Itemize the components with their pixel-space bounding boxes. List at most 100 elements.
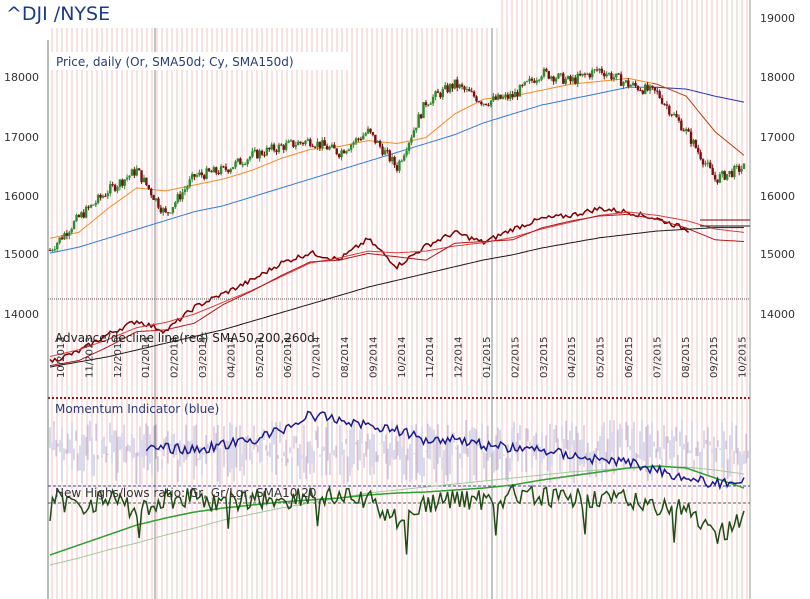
candle-body <box>388 150 391 162</box>
x-tick-label: 10/2014 <box>397 336 408 378</box>
candle-body <box>362 135 365 140</box>
left-tick-label: 18000 <box>4 71 39 84</box>
candle-body <box>405 150 408 156</box>
candle-body <box>660 98 664 104</box>
candle-body <box>183 189 187 193</box>
candle-body <box>323 140 326 146</box>
x-tick-label: 10/2015 <box>738 336 749 378</box>
candle-body <box>460 84 464 87</box>
candle-body <box>398 160 401 171</box>
candle-body <box>634 82 637 87</box>
candle-body <box>200 172 204 176</box>
candle-body <box>248 156 252 160</box>
candle-body <box>475 96 478 102</box>
x-tick-label: 10/2013 <box>56 336 67 378</box>
candle-body <box>494 96 497 100</box>
candle-body <box>725 174 729 180</box>
candle-body <box>458 84 461 88</box>
candle-body <box>593 69 596 71</box>
candle-body <box>470 91 473 93</box>
candle-body <box>166 212 170 214</box>
candle-body <box>523 81 526 86</box>
candle-body <box>629 85 632 87</box>
candle-body <box>395 165 399 171</box>
candle-body <box>70 228 73 233</box>
candle-body <box>595 69 599 71</box>
candle-body <box>554 78 558 82</box>
candle-body <box>639 90 642 92</box>
candle-body <box>663 103 666 105</box>
x-tick-label: 02/2014 <box>170 336 181 378</box>
x-tick-label: 11/2014 <box>425 336 436 378</box>
candle-body <box>429 103 432 105</box>
candle-body <box>468 89 471 92</box>
candle-body <box>656 90 659 92</box>
candle-body <box>675 113 678 118</box>
title-box <box>0 0 498 28</box>
candle-body <box>297 141 300 146</box>
candle-body <box>345 151 348 154</box>
candle-body <box>434 91 437 97</box>
candle-body <box>451 84 454 89</box>
advance-decline-line <box>49 206 690 364</box>
x-tick-label: 07/2015 <box>652 336 663 378</box>
candle-body <box>562 73 565 84</box>
candle-body <box>53 249 57 251</box>
candle-body <box>142 177 146 183</box>
candle-body <box>125 177 129 180</box>
candle-body <box>718 174 722 183</box>
candle-body <box>622 82 625 86</box>
x-tick-label: 05/2014 <box>255 336 266 378</box>
candle-body <box>337 154 341 158</box>
candle-body <box>282 145 285 150</box>
highslows-sma10-line <box>49 465 745 556</box>
candle-body <box>340 150 343 158</box>
right-axis-ticks: 19000 18000 17000 16000 15000 14000 <box>760 12 795 321</box>
candle-body <box>711 167 714 175</box>
candle-body <box>229 169 232 173</box>
candle-body <box>89 204 93 208</box>
candle-body <box>251 151 254 157</box>
candle-body <box>537 79 541 81</box>
candle-body <box>210 171 213 173</box>
advdec-panel-label: Advance/decline line(red) SMA50,200,260d <box>55 331 315 345</box>
x-tick-label: 12/2014 <box>454 336 465 378</box>
candle-body <box>578 73 582 76</box>
candle-body <box>227 169 230 173</box>
candle-body <box>316 141 319 147</box>
candle-body <box>287 141 290 143</box>
candle-body <box>713 174 717 180</box>
candle-body <box>721 171 724 175</box>
ad-sma50-line <box>49 213 745 367</box>
highslows-panel-label: New Highs/lows ratio: Gr, Gr/Lgr, SMA10,… <box>55 486 316 500</box>
x-tick-label: 12/2013 <box>113 336 124 378</box>
candle-body <box>530 78 534 81</box>
candle-body <box>487 105 490 107</box>
candle-body <box>619 74 623 86</box>
x-axis-ticks: 10/2013 11/2013 12/2013 01/2014 02/2014 03/20… <box>56 336 749 378</box>
candle-body <box>658 91 661 99</box>
candle-body <box>217 172 220 174</box>
candle-body <box>672 113 676 116</box>
candle-body <box>412 130 416 138</box>
candle-body <box>318 141 322 149</box>
left-tick-label: 17000 <box>4 131 39 144</box>
candle-body <box>145 177 148 186</box>
right-tick-label: 19000 <box>760 12 795 25</box>
candle-body <box>699 152 702 160</box>
candle-body <box>472 91 476 97</box>
candle-body <box>135 168 138 176</box>
chart-title: ^DJI /NYSE <box>6 3 110 25</box>
candle-body <box>224 166 228 170</box>
x-tick-label: 06/2015 <box>624 336 635 378</box>
candle-body <box>309 139 312 146</box>
candle-body <box>612 77 616 80</box>
candle-body <box>489 100 493 106</box>
candle-body <box>735 165 738 167</box>
candle-body <box>576 73 579 84</box>
candle-body <box>99 194 102 198</box>
candle-body <box>641 90 644 94</box>
candle-body <box>203 175 206 179</box>
candle-body <box>509 93 512 99</box>
